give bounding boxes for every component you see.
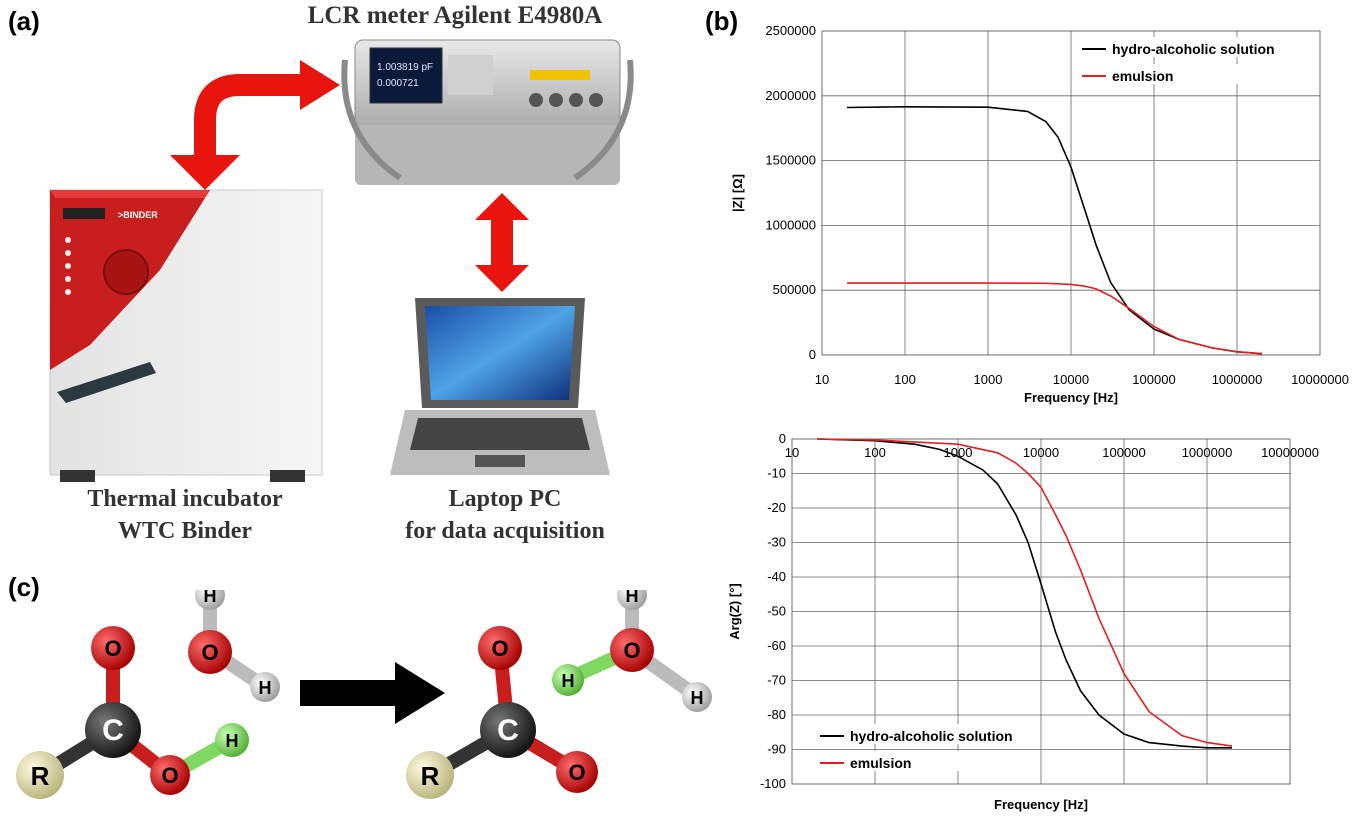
x-tick-label: 100000 (1102, 445, 1145, 460)
y-tick-label: -40 (767, 569, 786, 584)
y-tick-label: -10 (767, 466, 786, 481)
x-axis-title: Frequency [Hz] (1024, 390, 1118, 405)
atom-label: O (104, 636, 121, 661)
y-tick-label: 500000 (773, 282, 816, 297)
series-line (846, 105, 1263, 355)
y-tick-label: -70 (767, 673, 786, 688)
legend-background (816, 751, 1036, 771)
y-tick-label: -30 (767, 535, 786, 550)
y-tick-label: 2000000 (765, 88, 816, 103)
y-axis-title: |Z| [Ω] (730, 174, 745, 212)
binder-brand-text: >BINDER (118, 210, 158, 220)
laptop-image (390, 298, 610, 475)
y-tick-label: -20 (767, 500, 786, 515)
y-tick-label: -50 (767, 604, 786, 619)
incubator-caption-line2: WTC Binder (117, 518, 252, 544)
y-tick-label: 1500000 (765, 153, 816, 168)
phase-angle-chart: 10 100 1000 10000 100000 1000000 10000000 0 -10 -… (727, 431, 1319, 812)
y-tick-label: -90 (767, 742, 786, 757)
atom-label: R (421, 761, 440, 791)
y-axis-title: Arg(Z) [°] (727, 583, 742, 639)
x-tick-label: 1000 (974, 372, 1003, 387)
x-tick-label: 1000 (944, 445, 973, 460)
y-tick-label: -80 (767, 707, 786, 722)
atom-label: O (568, 760, 585, 785)
atom-label: H (226, 731, 239, 751)
y-tick-label: -100 (760, 776, 786, 791)
atom-label: C (497, 714, 519, 747)
atom-label: O (201, 640, 218, 665)
atom-label: H (259, 678, 272, 698)
y-tick-label: 0 (779, 431, 786, 446)
atom-label: H (204, 590, 217, 606)
x-tick-label: 10000 (1023, 445, 1059, 460)
y-tick-label: 0 (809, 347, 816, 362)
atom-label: H (691, 688, 704, 708)
laptop-caption-line1: Laptop PC (448, 486, 562, 512)
series-line (816, 438, 1232, 749)
incubator-caption-line1: Thermal incubator (87, 486, 283, 512)
legend-label: hydro-alcoholic solution (1112, 41, 1275, 57)
legend-background (816, 724, 1036, 744)
x-tick-label: 10 (785, 445, 799, 460)
reaction-diagram: O C O H R H O H O C O R H (16, 590, 712, 799)
legend-background (1078, 37, 1308, 57)
x-tick-label: 10 (815, 372, 829, 387)
atom-label: H (562, 671, 575, 691)
x-tick-label: 100000 (1132, 372, 1175, 387)
y-tick-label: -60 (767, 638, 786, 653)
atom-label: O (491, 636, 508, 661)
lcr-meter-image: 1.003819 pF 0.000721 (341, 39, 634, 185)
y-tick-label: 1000000 (765, 217, 816, 232)
legend-label: hydro-alcoholic solution (850, 728, 1013, 744)
x-tick-label: 10000000 (1291, 372, 1349, 387)
laptop-caption-line2: for data acquisition (405, 518, 605, 544)
atom-label: H (626, 590, 639, 606)
legend-background (1078, 64, 1308, 84)
atom-label: O (161, 763, 178, 788)
panel-label-a: (a) (8, 6, 40, 36)
instrument-display-value2: 0.000721 (377, 78, 419, 89)
x-tick-label: 1000000 (1182, 445, 1233, 460)
right-molecule: O C O R H O H H (406, 590, 712, 799)
lcr-meter-title: LCR meter Agilent E4980A (307, 2, 603, 29)
setup-illustration: >BINDER 1.003819 pF 0.000721 (49, 39, 634, 482)
x-tick-label: 10000 (1053, 372, 1089, 387)
legend-label: emulsion (850, 755, 911, 771)
series-line (816, 438, 1233, 747)
y-tick-label: 2500000 (765, 23, 816, 38)
reaction-arrow (300, 662, 445, 724)
panel-label-c: (c) (8, 572, 40, 602)
left-molecule: O C O H R H O H (16, 590, 280, 799)
red-flow-arrows (170, 60, 529, 292)
instrument-display-value1: 1.003819 pF (377, 62, 433, 73)
panel-label-b: (b) (705, 6, 739, 36)
atom-label: C (102, 714, 124, 747)
x-tick-label: 1000000 (1212, 372, 1263, 387)
legend-label: emulsion (1112, 68, 1173, 84)
x-tick-label: 100 (894, 372, 916, 387)
series-line (847, 282, 1263, 355)
incubator-image: >BINDER (49, 189, 323, 482)
atom-label: R (31, 761, 50, 791)
impedance-magnitude-chart: 10 100 1000 10000 100000 1000000 10000000 0 5000… (730, 23, 1349, 405)
x-tick-label: 100 (864, 445, 886, 460)
x-tick-label: 10000000 (1261, 445, 1319, 460)
x-axis-title: Frequency [Hz] (994, 797, 1088, 812)
atom-label: O (623, 638, 640, 663)
